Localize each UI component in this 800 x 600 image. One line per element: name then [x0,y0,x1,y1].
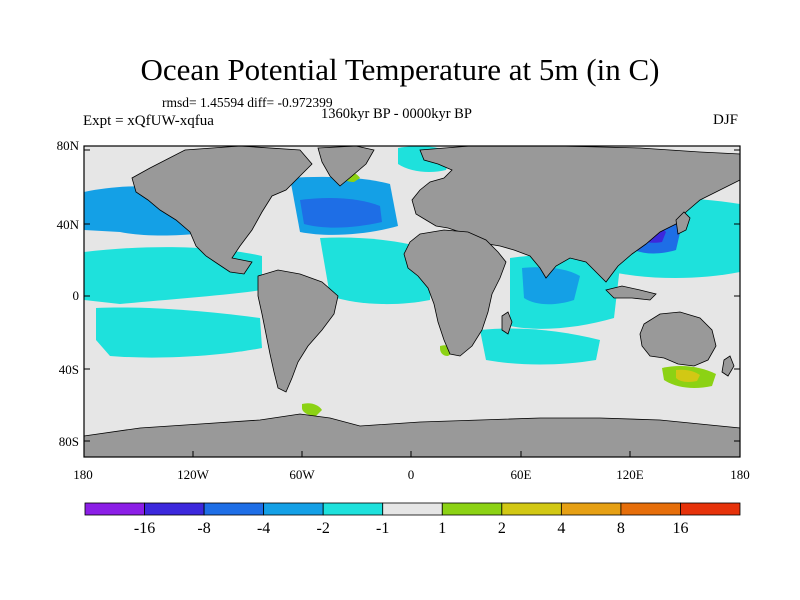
lon-tick-120w: 120W [177,467,209,482]
colorbar-box-0 [84,502,145,516]
lon-tick-60e: 60E [510,467,532,482]
cool-anomaly-patches [84,146,740,365]
land-masses [83,145,741,458]
antarctic-peninsula-warm [302,403,322,416]
lon-tick-180w: 180 [73,467,93,482]
australia-landmass [639,311,717,367]
colorbar-box-5 [382,502,443,516]
colorbar-box-2 [203,502,265,516]
lat-tick-0: 0 [72,288,80,303]
colorbar-label-5: 1 [438,520,447,537]
greenland-landmass [317,145,375,187]
time-period-label: 1360kyr BP - 0000kyr BP [321,106,472,122]
experiment-label: Expt = xQfUW-xqfua [83,113,214,129]
map-field [83,145,741,458]
australia-south-warm-core [676,369,700,382]
eurasia-landmass [411,145,741,283]
colorbar [84,502,741,516]
japan-landmass [675,211,691,235]
rmsd-diff-stats: rmsd= 1.45594 diff= -0.972399 [162,95,333,110]
indian-ocean-deep-cool [522,267,580,305]
lon-tick-0: 0 [407,467,415,482]
new-zealand-landmass [721,355,735,377]
colorbar-label-3: -2 [316,520,330,537]
colorbar-label-8: 8 [616,520,625,537]
colorbar-label-6: 2 [497,520,506,537]
map-title: Ocean Potential Temperature at 5m (in C) [140,52,660,87]
southern-ocean-cool-patch [480,328,600,365]
colorbar-label-4: -1 [376,520,390,537]
colorbar-box-10 [680,502,741,516]
colorbar-box-6 [441,502,503,516]
north-america-landmass [131,145,313,275]
south-america-landmass [257,269,339,393]
colorbar-label-0: -16 [133,520,156,537]
season-label: DJF [713,112,739,128]
lat-tick-80n: 80N [56,138,79,153]
madagascar-landmass [501,311,513,335]
colorbar-label-1: -8 [197,520,211,537]
colorbar-box-1 [144,502,205,516]
lat-tick-80s: 80S [58,434,79,449]
colorbar-label-7: 4 [557,520,566,537]
lon-tick-180e: 180 [730,467,750,482]
axis-ticks [83,146,740,457]
north-atlantic-deep-cool [300,198,382,228]
indonesia-islands [605,285,657,301]
africa-landmass [403,229,507,357]
lon-tick-120e: 120E [616,467,644,482]
colorbar-box-9 [620,502,681,516]
lon-tick-60w: 60W [289,467,315,482]
colorbar-label-9: 16 [672,520,689,537]
south-pacific-cool-patch [96,307,262,358]
colorbar-box-8 [560,502,622,516]
colorbar-box-7 [501,502,562,516]
colorbar-box-4 [322,502,384,516]
colorbar-label-2: -4 [256,520,271,537]
lat-tick-40s: 40S [58,362,79,377]
lat-tick-40n: 40N [56,217,79,232]
colorbar-box-3 [263,502,324,516]
